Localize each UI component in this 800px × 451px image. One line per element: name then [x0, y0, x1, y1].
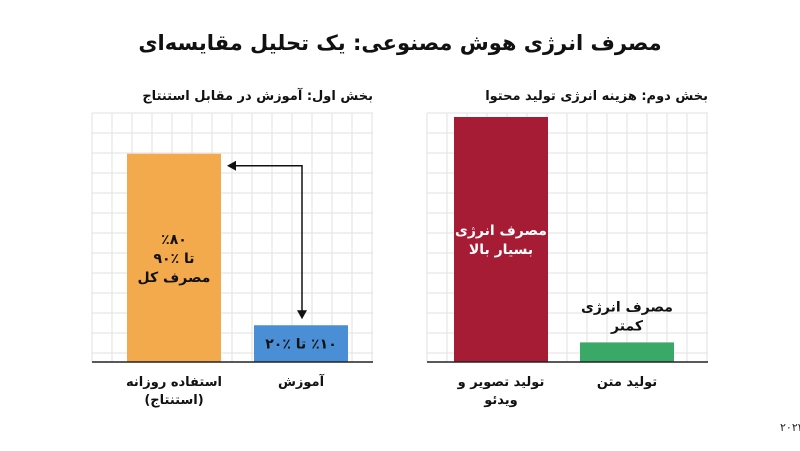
- bar: [580, 342, 674, 362]
- category-label: استفاده روزانه: [126, 375, 222, 390]
- source-note: منبع داده‌ها: تخمین‌های صنعت، ۲۰۲۴: [780, 421, 800, 434]
- page-title: مصرف انرژی هوش مصنوعی: یک تحلیل مقایسه‌ا…: [138, 31, 661, 55]
- category-label: تولید متن: [597, 375, 657, 390]
- category-label: آموزش: [278, 373, 325, 390]
- panel-title: بخش دوم: هزینه انرژی تولید محتوا: [485, 89, 708, 104]
- arrowhead-left: [227, 160, 236, 171]
- bar-value-label: بسیار بالا: [469, 242, 533, 258]
- panel-title: بخش اول: آموزش در مقابل استنتاج: [142, 87, 373, 104]
- arrowhead-down: [297, 310, 307, 320]
- comparison-arrow: [227, 160, 307, 320]
- bar-value-label: ٪۸۰: [161, 232, 187, 248]
- bar-value-label: تا ٪۹۰: [153, 251, 194, 267]
- category-label: (استنتاج): [144, 393, 203, 408]
- bar-value-label: مصرف انرژی: [455, 223, 547, 239]
- category-label: ویدئو: [483, 393, 518, 408]
- arrow-line: [233, 165, 303, 314]
- bar-value-label: کمتر: [610, 318, 644, 334]
- bar-value-label: مصرف کل: [138, 270, 211, 286]
- bar: [454, 117, 548, 362]
- bar: [127, 153, 221, 362]
- bar-value-label: مصرف انرژی: [581, 299, 673, 315]
- bar: [254, 325, 348, 362]
- category-label: تولید تصویر و: [457, 375, 545, 390]
- bar-value-label: ٪۱۰ تا ٪۲۰: [265, 337, 337, 353]
